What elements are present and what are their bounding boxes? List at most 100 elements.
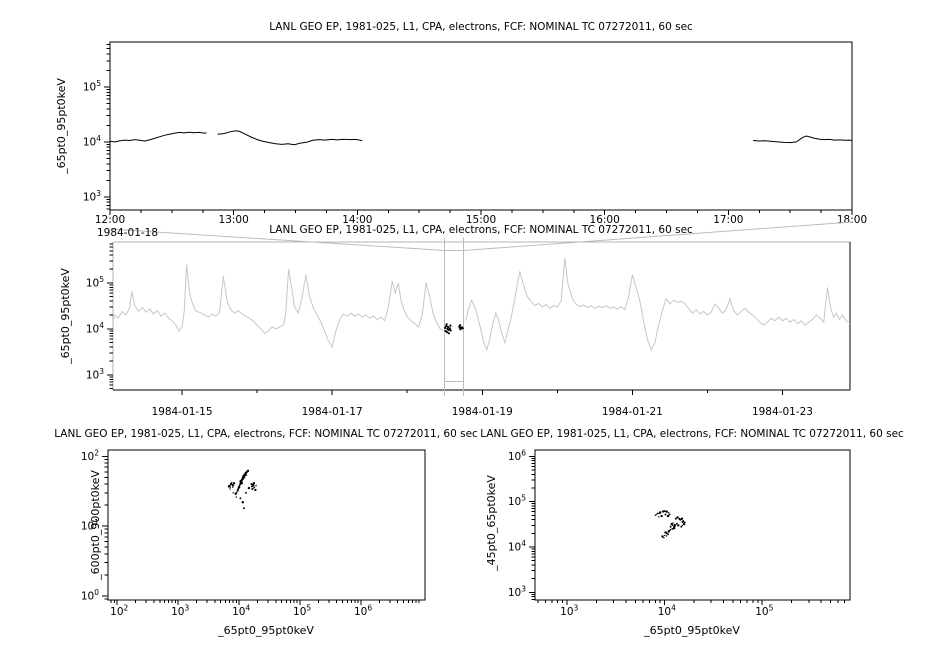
x-axis-label-scatter-right: _65pt0_95pt0keV	[644, 624, 740, 637]
context-x-tick-label: 1984-01-23	[752, 406, 813, 418]
scatter-right-data-point	[682, 522, 686, 526]
detail-x-tick-label: 13:00	[219, 214, 249, 226]
scatter-left-data-point	[236, 491, 238, 493]
scatter-right-data-point	[680, 525, 683, 528]
detail-y-tick-label: 104	[83, 134, 101, 149]
plot-area-scatter-right[interactable]	[535, 450, 850, 600]
scatter-right-data-point	[663, 537, 665, 539]
scatter-right-data-point	[664, 534, 666, 537]
scatter-right-x-tick-label: 104	[658, 604, 676, 619]
scatter-right-data-point	[669, 525, 672, 528]
context-series-line	[465, 257, 851, 352]
scatter-left-data-point	[231, 481, 233, 484]
scatter-right-data-point	[661, 535, 664, 538]
plot-area-scatter-left[interactable]	[108, 450, 425, 600]
context-y-tick-label: 105	[86, 275, 104, 290]
highlighted-data-point	[445, 323, 448, 326]
scatter-left-data-point	[254, 488, 257, 492]
scatter-right-data-point	[678, 518, 681, 521]
scatter-right-data-point	[658, 516, 660, 518]
scatter-right-x-tick-label: 103	[560, 604, 578, 619]
scatter-left-data-point	[246, 470, 249, 473]
scatter-right-data-point	[673, 523, 676, 526]
scatter-left-x-tick-label: 102	[110, 604, 128, 619]
context-selection-box[interactable]	[445, 238, 464, 397]
scatter-right-data-point	[665, 510, 667, 513]
scatter-left-data-point	[237, 490, 239, 492]
scatter-right-data-point	[674, 517, 677, 520]
scatter-left-data-point	[239, 497, 242, 500]
highlighted-data-point	[461, 327, 464, 330]
scatter-right-data-point	[676, 522, 678, 525]
scatter-left-data-point	[239, 484, 241, 486]
context-y-tick-label: 104	[86, 321, 104, 336]
scatter-left-data-point	[241, 501, 244, 504]
scatter-right-data-point	[676, 516, 679, 519]
scatter-left-x-tick-label: 104	[232, 604, 250, 619]
y-axis-label-scatter-left: _600pt0_900pt0keV	[89, 470, 102, 580]
scatter-left-data-point	[241, 478, 244, 481]
plot-area-detail[interactable]	[110, 42, 852, 210]
scatter-left-data-point	[251, 483, 254, 486]
scatter-right-data-point	[656, 512, 659, 515]
context-x-tick-label: 1984-01-17	[302, 406, 363, 418]
highlighted-data-point	[445, 331, 449, 334]
scatter-left-data-point	[243, 473, 246, 476]
scatter-right-data-point	[664, 531, 667, 534]
scatter-right-data-point	[660, 514, 663, 518]
scatter-left-data-point	[232, 484, 235, 487]
scatter-right-data-point	[671, 527, 674, 530]
detail-x-tick-label: 16:00	[590, 214, 620, 226]
scatter-left-data-point	[251, 488, 254, 490]
scatter-left-data-point	[252, 487, 255, 489]
highlighted-data-point	[459, 324, 462, 327]
plot-area-context[interactable]	[113, 242, 850, 390]
scatter-left-data-point	[253, 486, 256, 488]
scatter-left-data-point	[250, 485, 253, 488]
scatter-right-data-point	[668, 513, 671, 516]
y-axis-label-context: _65pt0_95pt0keV	[59, 268, 72, 364]
detail-x-tick-label: 17:00	[713, 214, 743, 226]
scatter-right-data-point	[666, 514, 670, 518]
panel-title-context: LANL GEO EP, 1981-025, L1, CPA, electron…	[269, 224, 693, 236]
scatter-left-data-point	[234, 492, 237, 495]
scatter-right-data-point	[662, 510, 665, 513]
highlighted-data-point	[447, 325, 450, 329]
detail-x-tick-label: 12:00	[95, 214, 125, 226]
scatter-left-data-point	[238, 485, 241, 488]
panel-title-detail: LANL GEO EP, 1981-025, L1, CPA, electron…	[269, 21, 693, 33]
scatter-left-x-tick-label: 105	[293, 604, 311, 619]
detail-y-tick-label: 103	[83, 189, 101, 204]
scatter-right-y-tick-label: 103	[508, 584, 526, 599]
scatter-right-data-point	[667, 533, 669, 536]
connector-line-left	[109, 228, 445, 251]
scatter-right-x-tick-label: 105	[755, 604, 773, 619]
highlighted-data-point	[444, 326, 447, 329]
scatter-left-data-point	[239, 480, 242, 483]
scatter-left-data-point	[245, 491, 247, 494]
scatter-right-y-tick-label: 104	[508, 539, 526, 554]
scatter-left-data-point	[241, 477, 243, 479]
scatter-left-data-point	[229, 488, 231, 490]
scatter-left-data-point	[227, 485, 231, 488]
highlighted-data-point	[449, 329, 452, 332]
scatter-right-data-point	[665, 535, 668, 537]
scatter-left-data-point	[232, 486, 234, 488]
context-date-label: 1984-01-18	[97, 227, 159, 239]
scatter-left-data-point	[255, 484, 257, 487]
highlighted-data-point	[448, 327, 452, 330]
scatter-left-data-point	[242, 476, 244, 478]
scatter-left-data-point	[232, 492, 234, 494]
scatter-right-data-point	[668, 512, 670, 514]
panel-title-scatter-left: LANL GEO EP, 1981-025, L1, CPA, electron…	[54, 428, 478, 440]
highlighted-data-point	[445, 325, 448, 328]
scatter-left-data-point	[237, 488, 239, 490]
scatter-right-data-point	[664, 513, 667, 516]
scatter-left-y-tick-label: 102	[81, 448, 99, 463]
context-y-tick-label: 103	[86, 367, 104, 382]
scatter-right-data-point	[673, 527, 676, 530]
detail-series-line	[217, 130, 363, 146]
scatter-left-data-point	[252, 482, 256, 485]
detail-x-tick-label: 14:00	[342, 214, 372, 226]
